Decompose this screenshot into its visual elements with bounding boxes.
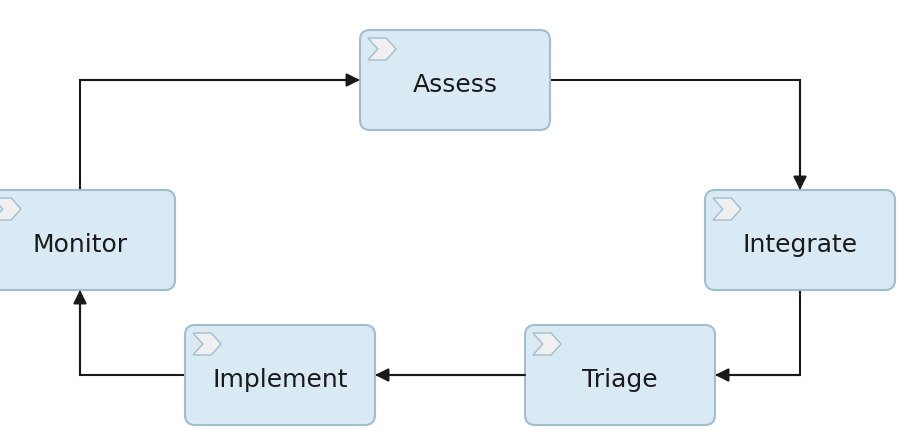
FancyBboxPatch shape bbox=[360, 30, 550, 130]
Polygon shape bbox=[368, 38, 396, 60]
Text: Assess: Assess bbox=[412, 73, 498, 97]
FancyBboxPatch shape bbox=[185, 325, 375, 425]
Text: Implement: Implement bbox=[212, 368, 348, 392]
Polygon shape bbox=[193, 333, 221, 355]
Polygon shape bbox=[0, 198, 21, 220]
Text: Triage: Triage bbox=[582, 368, 658, 392]
Text: Integrate: Integrate bbox=[743, 233, 857, 257]
Text: Monitor: Monitor bbox=[33, 233, 127, 257]
FancyBboxPatch shape bbox=[525, 325, 715, 425]
Polygon shape bbox=[533, 333, 561, 355]
Polygon shape bbox=[713, 198, 741, 220]
FancyBboxPatch shape bbox=[705, 190, 895, 290]
FancyBboxPatch shape bbox=[0, 190, 175, 290]
